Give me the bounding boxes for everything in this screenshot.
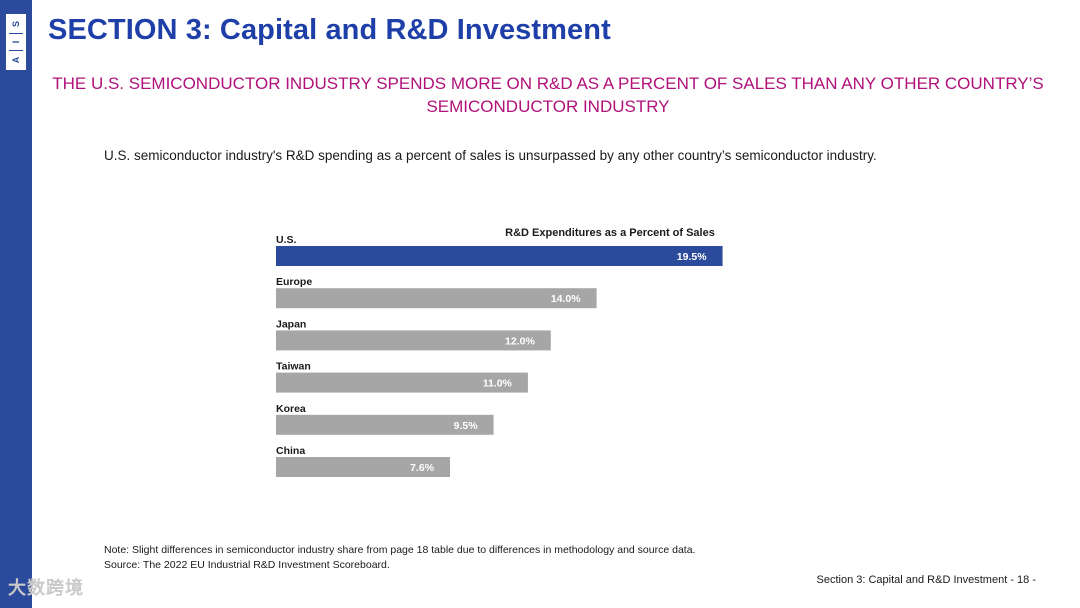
bar [276, 457, 451, 477]
slide-description: U.S. semiconductor industry's R&D spendi… [104, 148, 877, 163]
category-label: Japan [276, 318, 306, 330]
logo-letter-i: I [11, 40, 21, 44]
value-label: 9.5% [454, 420, 479, 432]
chart-bars: U.S. 19.5% Europe 14.0% Japan 12.0% Taiwan 11.0… [276, 234, 723, 477]
bar [276, 246, 723, 266]
bar [276, 372, 528, 393]
value-label: 11.0% [483, 378, 513, 390]
rd-expenditure-bar-chart: R&D Expenditures as a Percent of Sales U… [276, 227, 723, 477]
slide-subtitle: THE U.S. SEMICONDUCTOR INDUSTRY SPENDS M… [52, 74, 1044, 116]
sia-logo: S I A [6, 14, 26, 70]
source-note: Source: The 2022 EU Industrial R&D Inves… [104, 559, 390, 571]
watermark: 大数跨境 [8, 578, 84, 598]
value-label: 19.5% [677, 251, 707, 263]
category-label: U.S. [276, 234, 297, 246]
chart-title: R&D Expenditures as a Percent of Sales [505, 227, 715, 239]
logo-divider [9, 32, 23, 34]
value-label: 7.6% [410, 462, 435, 474]
category-label: Taiwan [276, 361, 311, 373]
page-footer: Section 3: Capital and R&D Investment - … [816, 574, 1037, 586]
logo-letter-a: A [11, 56, 21, 64]
bar [276, 288, 597, 309]
bar [276, 414, 494, 435]
category-label: Europe [276, 276, 312, 288]
left-brand-bar: S I A [0, 0, 32, 608]
section-title: SECTION 3: Capital and R&D Investment [48, 14, 611, 46]
bar [276, 330, 551, 351]
slide-notes: Note: Slight differences in semiconducto… [104, 543, 695, 573]
category-label: China [276, 445, 305, 457]
logo-divider [9, 50, 23, 52]
value-label: 14.0% [551, 293, 581, 305]
methodology-note: Note: Slight differences in semiconducto… [104, 544, 696, 556]
logo-letter-s: S [11, 21, 21, 28]
value-label: 12.0% [505, 335, 535, 347]
category-label: Korea [276, 403, 306, 415]
